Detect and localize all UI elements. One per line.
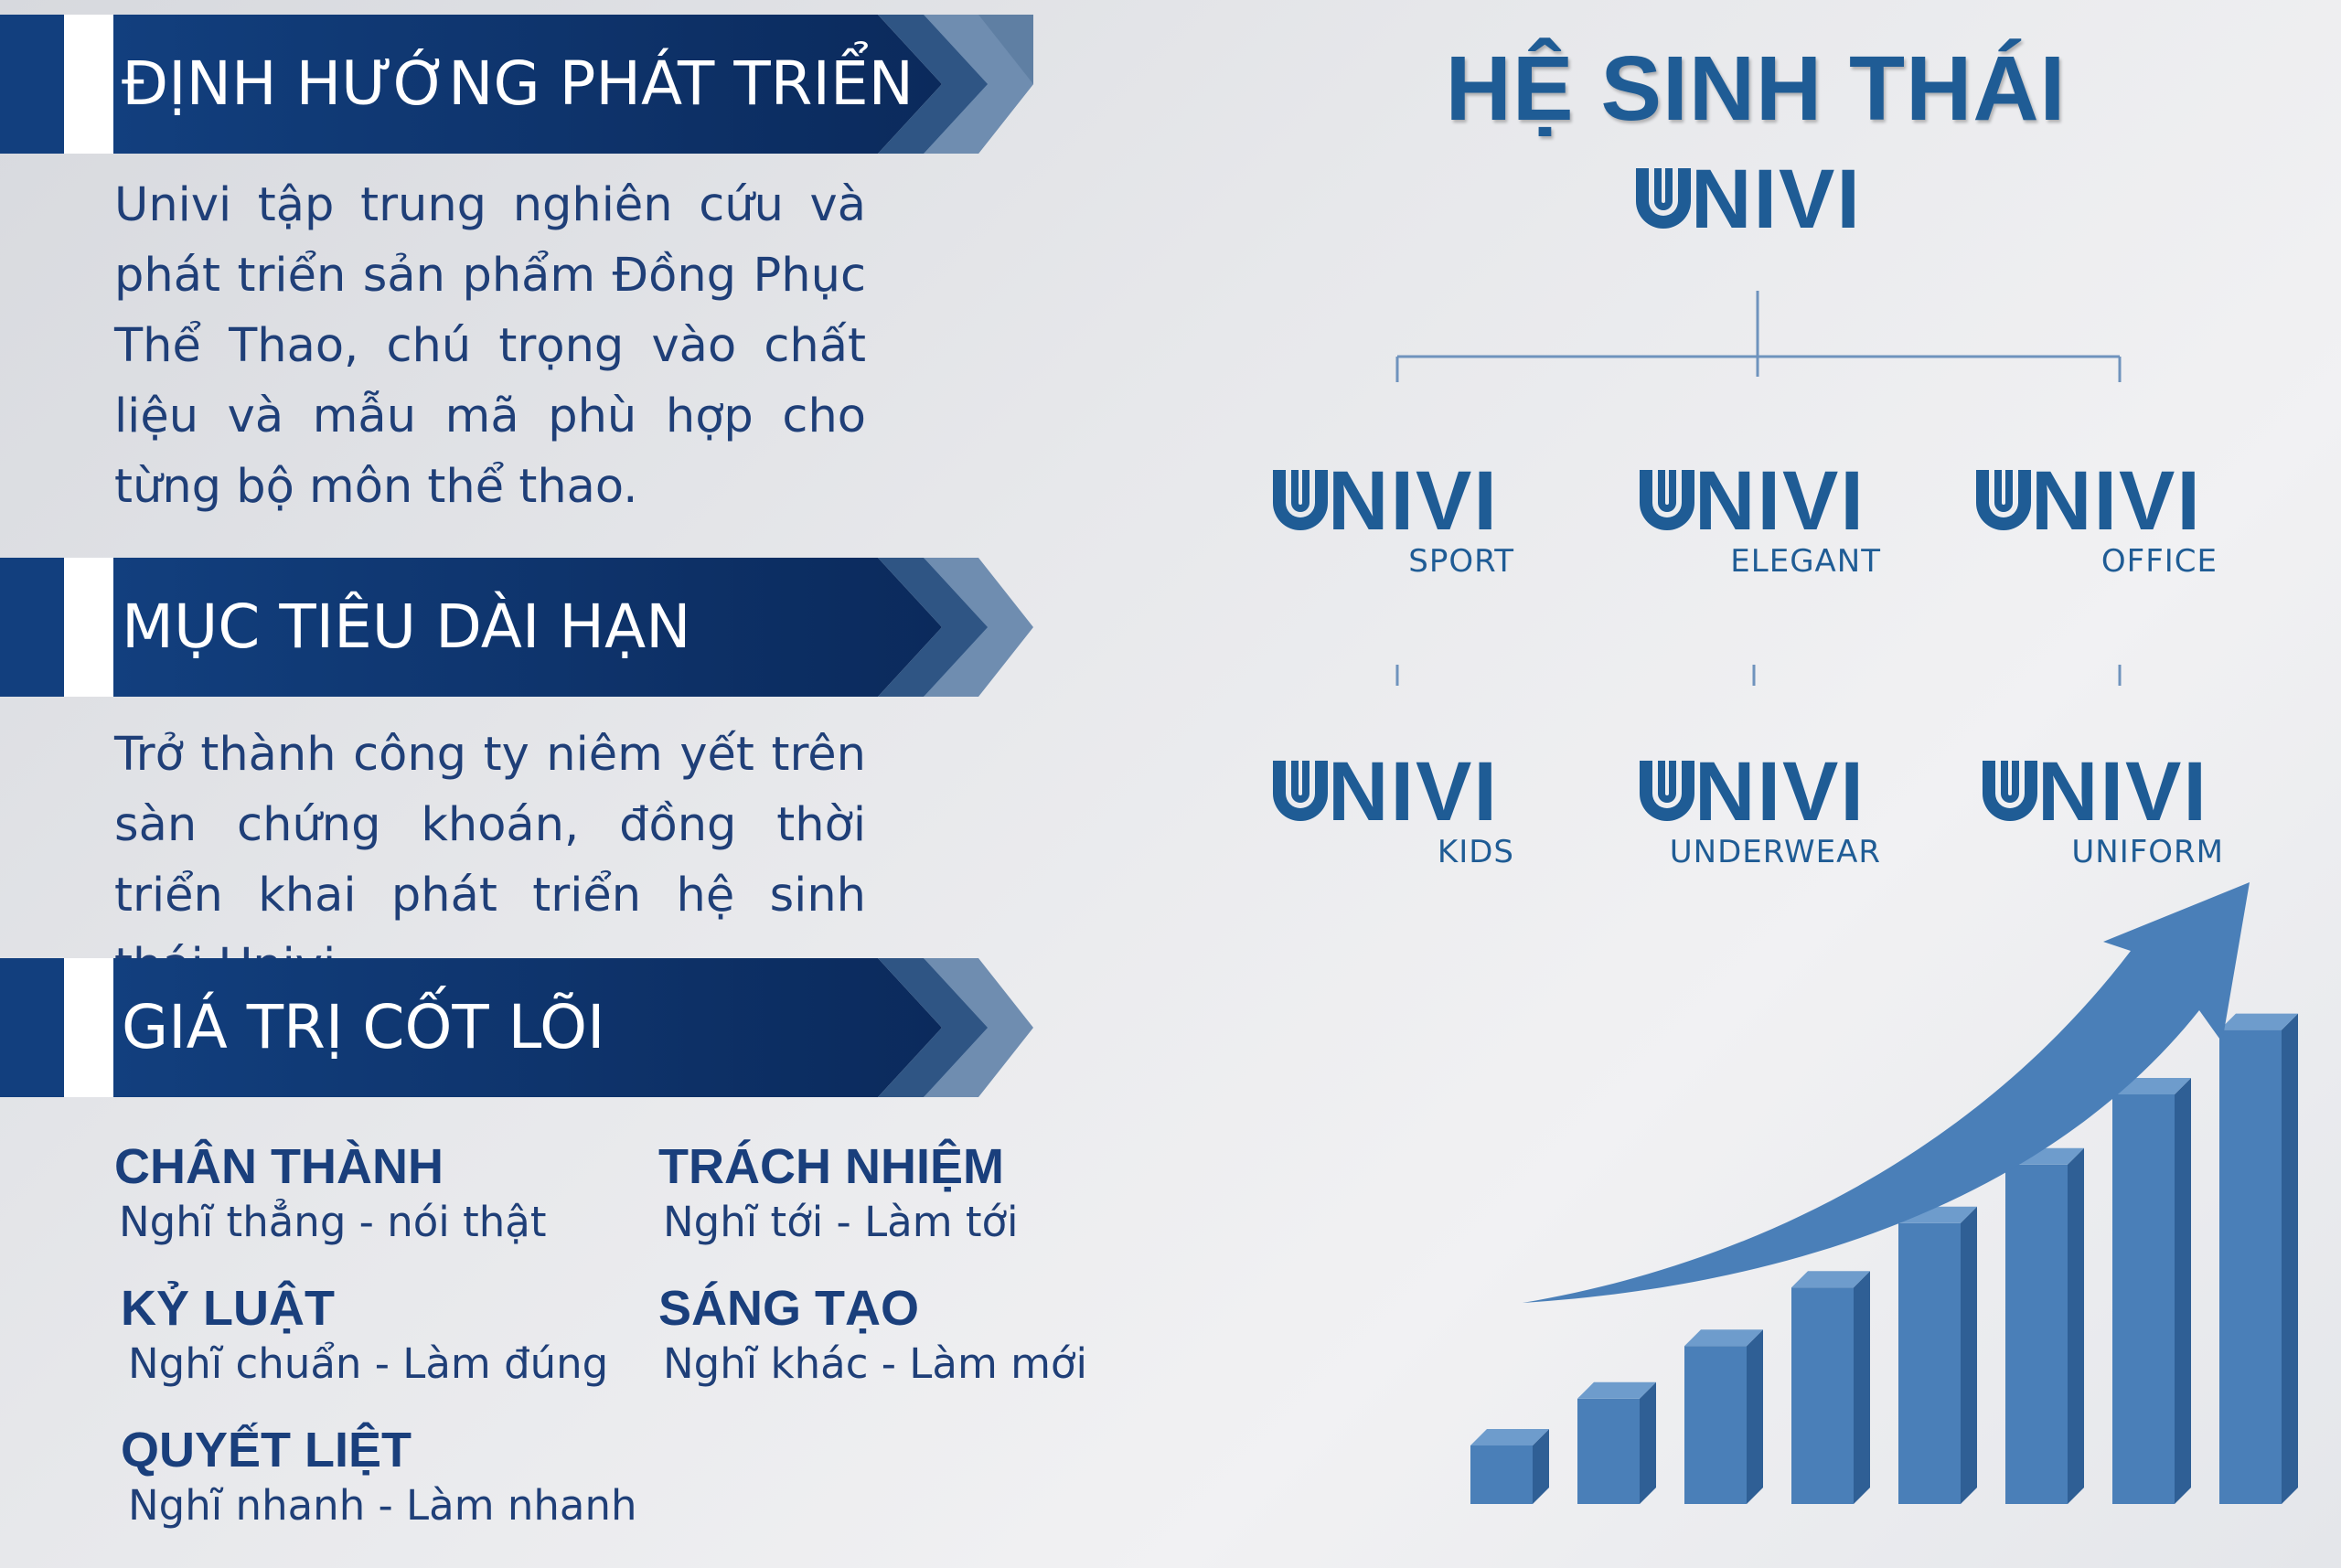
brand-wordmark: NIVI [1691, 153, 1862, 246]
growth-bar-side [1747, 1329, 1763, 1504]
univi-u-mark-icon [1640, 470, 1694, 530]
growth-bar [1470, 1445, 1533, 1504]
banner-arrow-graphic [0, 958, 1033, 1097]
growth-bar-top [1684, 1329, 1763, 1347]
growth-bar-top [2005, 1147, 2084, 1165]
univi-office-logo: NIVI OFFICE [1971, 459, 2218, 580]
univi-elegant-logo: NIVI ELEGANT [1634, 459, 1881, 580]
growth-bar-side [1961, 1206, 1977, 1504]
core-value-subtitle: Nghĩ thẳng - nói thật [119, 1198, 547, 1246]
growth-bar-top [1791, 1271, 1870, 1288]
growth-bar [1577, 1398, 1640, 1504]
univi-sport-logo: NIVI SPORT [1267, 459, 1514, 580]
brand-wordmark: NIVI [1328, 745, 1499, 838]
core-value-subtitle: Nghĩ khác - Làm mới [663, 1339, 1087, 1388]
univi-u-mark-icon [1640, 761, 1694, 821]
core-value-title: QUYẾT LIỆT [121, 1423, 412, 1477]
univi-main-logo: NIVI [1630, 157, 1882, 265]
growth-bar-top [2112, 1078, 2191, 1094]
core-value-subtitle: Nghĩ chuẩn - Làm đúng [128, 1339, 609, 1388]
growth-bar-top [1898, 1206, 1977, 1223]
brand-wordmark: NIVI [1328, 454, 1499, 548]
brand-line: SPORT [1408, 543, 1514, 580]
univi-u-mark-icon [1273, 470, 1328, 530]
core-value-title: SÁNG TẠO [658, 1281, 920, 1336]
brand-wordmark: NIVI [2037, 745, 2208, 838]
growth-bar [2005, 1164, 2068, 1504]
growth-bars [1470, 1013, 2298, 1504]
brand-line: KIDS [1437, 834, 1514, 870]
brand-line: UNIFORM [2071, 834, 2224, 870]
growth-bar [2219, 1029, 2282, 1504]
growth-bar-side [1854, 1271, 1870, 1504]
section-title: MỤC TIÊU DÀI HẠN [122, 592, 691, 662]
growth-bar [1684, 1346, 1747, 1504]
growth-bar-side [2068, 1147, 2084, 1504]
brand-wordmark: NIVI [2031, 454, 2202, 548]
core-value-title: CHÂN THÀNH [114, 1139, 444, 1194]
core-value-subtitle: Nghĩ nhanh - Làm nhanh [128, 1481, 637, 1530]
core-value-title: KỶ LUẬT [121, 1281, 335, 1336]
univi-kids-logo: NIVI KIDS [1267, 750, 1514, 870]
growth-bar-side [2175, 1078, 2191, 1504]
growth-bar [2112, 1094, 2175, 1504]
growth-bar-side [2282, 1013, 2298, 1504]
growth-bar-top [2219, 1013, 2298, 1030]
growth-bar [1791, 1287, 1854, 1504]
banner-arrow-graphic [0, 558, 1033, 697]
banner-arrow-graphic [0, 15, 1033, 154]
growth-bar-top [1470, 1429, 1549, 1445]
univi-u-mark-icon [1273, 761, 1328, 821]
ecosystem-title: HỆ SINH THÁI [1445, 37, 2067, 140]
univi-u-mark-icon [1636, 168, 1691, 229]
univi-u-mark-icon [1983, 761, 2037, 821]
growth-bar [1898, 1222, 1961, 1504]
section-title: ĐỊNH HƯỚNG PHÁT TRIỂN [122, 48, 914, 119]
core-value-subtitle: Nghĩ tới - Làm tới [663, 1198, 1019, 1246]
core-value-title: TRÁCH NHIỆM [658, 1139, 1004, 1194]
brand-line: ELEGANT [1730, 543, 1881, 580]
brand-wordmark: NIVI [1694, 745, 1865, 838]
section-paragraph: Univi tập trung nghiên cứu và phát triển… [114, 178, 866, 514]
growth-bar-side [1640, 1381, 1656, 1504]
section-banner-orientation: ĐỊNH HƯỚNG PHÁT TRIỂN [0, 15, 1042, 154]
univi-u-mark-icon [1976, 470, 2031, 530]
section-title: GIÁ TRỊ CỐT LÕI [122, 992, 605, 1062]
univi-uniform-logo: NIVI UNIFORM [1977, 750, 2224, 870]
section-banner-long-term-goal: MỤC TIÊU DÀI HẠN [0, 558, 1042, 697]
brand-wordmark: NIVI [1694, 454, 1865, 548]
section-banner-core-values: GIÁ TRỊ CỐT LÕI [0, 958, 1042, 1097]
brand-line: OFFICE [2100, 543, 2218, 580]
growth-bar-top [1577, 1381, 1656, 1399]
univi-underwear-logo: NIVI UNDERWEAR [1634, 750, 1881, 870]
growth-arrow [1523, 882, 2250, 1303]
growth-bar-side [1533, 1429, 1549, 1504]
brand-line: UNDERWEAR [1669, 834, 1881, 870]
